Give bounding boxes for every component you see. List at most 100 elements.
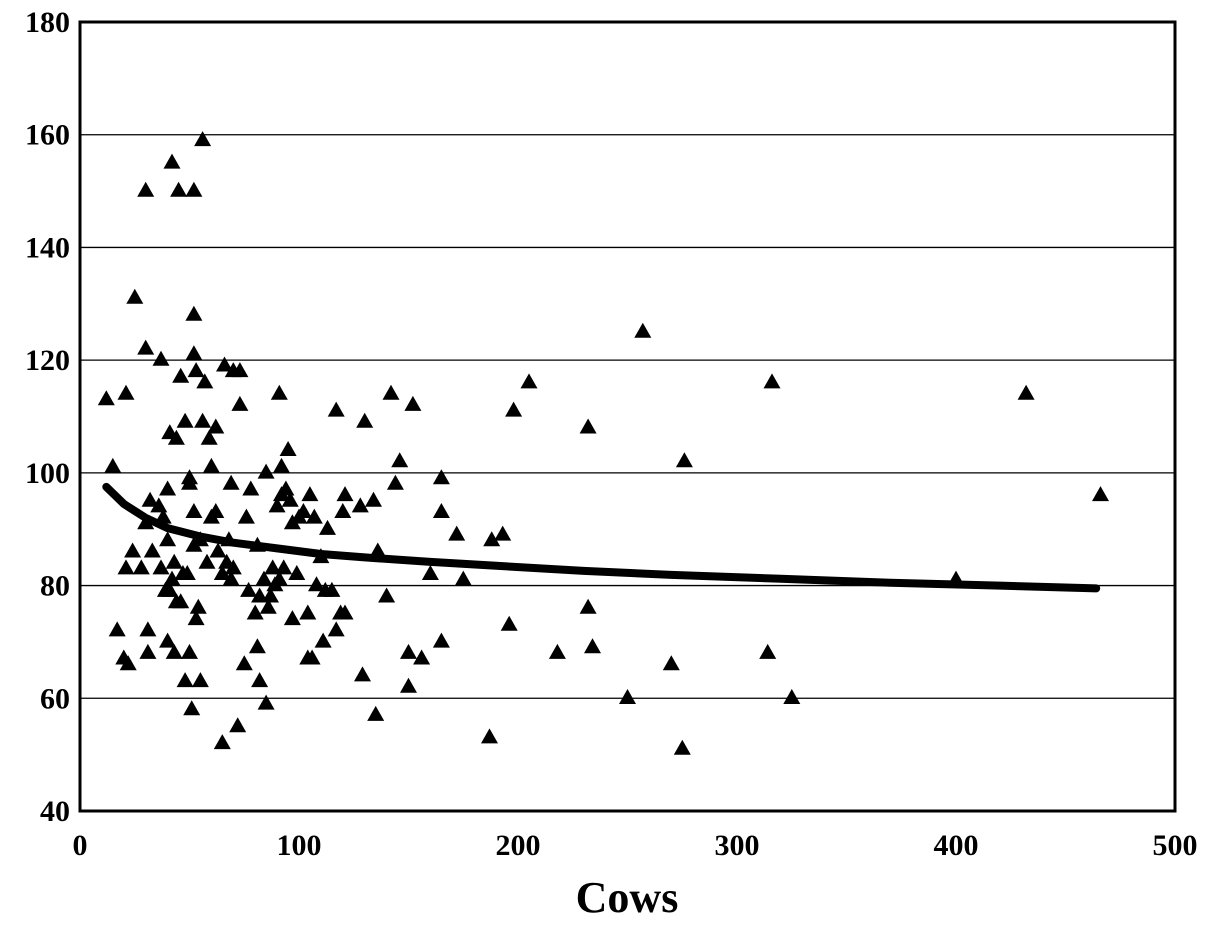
data-point-162: [1017, 384, 1035, 400]
data-point-6: [119, 655, 137, 671]
data-point-148: [520, 373, 538, 389]
data-point-78: [240, 581, 258, 597]
data-point-48: [185, 305, 203, 321]
data-point-33: [170, 181, 188, 197]
data-point-103: [288, 565, 306, 580]
y-axis-tick-labels: 40 60 80 100 120 140 160 180: [25, 6, 70, 828]
data-point-4: [117, 384, 135, 400]
data-point-130: [382, 384, 400, 400]
data-point-137: [421, 565, 439, 580]
data-point-68: [220, 531, 238, 547]
data-point-157: [675, 452, 693, 468]
data-point-144: [483, 531, 501, 547]
data-point-66: [216, 356, 233, 372]
data-point-152: [584, 638, 601, 654]
data-point-92: [268, 497, 286, 513]
data-point-53: [191, 672, 209, 688]
data-point-0: [97, 390, 115, 406]
data-point-140: [432, 632, 450, 648]
data-point-77: [237, 508, 255, 524]
data-point-32: [167, 429, 185, 445]
data-point-113: [314, 632, 332, 648]
data-point-75: [231, 362, 249, 378]
data-point-134: [400, 643, 417, 659]
data-point-80: [246, 604, 264, 620]
data-points-layer: [97, 131, 1109, 755]
data-point-108: [301, 486, 319, 502]
data-point-8: [126, 288, 144, 304]
data-point-22: [159, 531, 177, 547]
data-point-136: [413, 649, 431, 665]
x-axis-tick-labels: 0 100 200 300 400 500: [73, 829, 1198, 862]
data-point-7: [124, 542, 142, 558]
data-point-35: [172, 593, 190, 609]
data-point-28: [163, 153, 181, 169]
data-point-9: [132, 559, 150, 575]
data-point-147: [505, 401, 523, 417]
data-point-59: [202, 457, 220, 473]
trend-line: [102, 482, 1101, 593]
data-point-124: [354, 666, 371, 682]
data-point-139: [432, 503, 450, 518]
data-point-76: [235, 655, 253, 671]
data-point-126: [365, 491, 382, 507]
data-point-100: [281, 491, 299, 507]
data-point-82: [248, 536, 266, 552]
data-point-94: [270, 570, 288, 586]
data-point-54: [194, 131, 212, 147]
data-point-128: [369, 542, 387, 558]
plot-frame: [78, 20, 1177, 813]
data-point-125: [356, 412, 374, 428]
data-point-52: [191, 531, 209, 547]
x-tick-label-2: 200: [496, 829, 541, 862]
trend-line-layer: [102, 482, 1101, 593]
data-point-19: [152, 350, 170, 366]
data-point-141: [448, 525, 466, 541]
data-point-142: [454, 570, 472, 586]
y-tick-label-2: 80: [40, 570, 70, 603]
data-point-81: [248, 638, 266, 654]
data-point-15: [141, 491, 159, 507]
data-point-159: [763, 373, 781, 389]
data-point-63: [209, 542, 227, 558]
data-point-129: [378, 587, 396, 603]
data-point-5: [117, 559, 135, 575]
data-point-112: [312, 548, 330, 564]
data-point-83: [251, 672, 269, 688]
data-point-64: [213, 734, 231, 750]
data-point-149: [548, 643, 566, 659]
data-point-122: [336, 604, 354, 620]
data-point-88: [259, 598, 277, 614]
data-point-55: [194, 412, 212, 428]
data-point-97: [275, 559, 293, 575]
data-point-20: [154, 508, 172, 524]
y-tick-label-0: 40: [40, 795, 70, 828]
data-point-151: [579, 598, 597, 614]
data-point-123: [351, 497, 369, 513]
data-point-155: [662, 655, 680, 671]
data-point-116: [323, 581, 341, 597]
data-point-150: [579, 418, 597, 434]
data-point-12: [137, 514, 155, 530]
data-point-133: [400, 677, 417, 693]
data-point-13: [139, 621, 157, 637]
data-point-153: [619, 689, 636, 704]
data-point-1: [104, 457, 122, 473]
data-point-72: [224, 559, 242, 575]
data-point-99: [279, 441, 297, 456]
data-point-79: [242, 480, 260, 496]
data-point-89: [262, 587, 279, 603]
data-point-93: [270, 384, 288, 400]
data-point-10: [137, 181, 155, 197]
data-point-163: [1092, 486, 1109, 502]
data-point-154: [634, 322, 652, 338]
data-point-17: [150, 497, 168, 513]
data-point-29: [165, 643, 183, 659]
y-tick-label-1: 60: [40, 682, 70, 715]
data-point-101: [283, 610, 301, 626]
x-tick-label-5: 500: [1153, 829, 1198, 862]
data-point-14: [139, 643, 157, 659]
data-point-90: [264, 559, 282, 575]
